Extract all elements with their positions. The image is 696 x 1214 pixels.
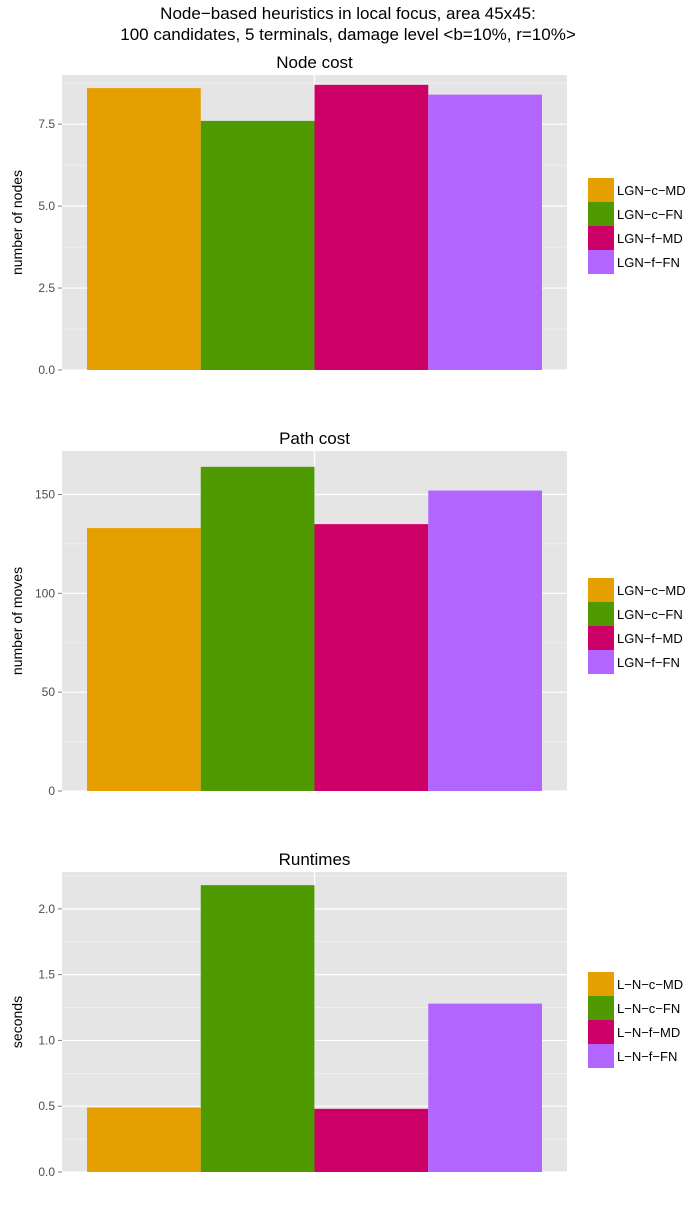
- legend: L−N−c−MD L−N−c−FN L−N−f−MD L−N−f−FN: [588, 972, 683, 1068]
- bar-1: [87, 88, 201, 370]
- legend-swatch-1: [588, 972, 614, 996]
- legend-swatch-3: [588, 1020, 614, 1044]
- y-axis-label: seconds: [9, 996, 25, 1048]
- bar-2: [200, 120, 315, 370]
- legend-label-1: L−N−c−MD: [617, 977, 683, 992]
- y-tick-label: 7.5: [38, 117, 55, 131]
- legend-label-2: LGN−c−FN: [617, 607, 683, 622]
- legend-swatch-1: [588, 578, 614, 602]
- legend-swatch-1: [588, 178, 614, 202]
- bar-3: [314, 84, 429, 370]
- y-tick-label: 0: [48, 784, 55, 798]
- legend-swatch-2: [588, 202, 614, 226]
- y-tick-label: 1.0: [38, 1033, 55, 1047]
- chart-panel-2: 0 50 100 150 Path cost number of moves LGN−c−M…: [9, 429, 686, 798]
- legend-label-4: L−N−f−FN: [617, 1049, 677, 1064]
- legend-label-1: LGN−c−MD: [617, 583, 686, 598]
- bar-1: [87, 1107, 201, 1172]
- bar-4: [428, 490, 542, 791]
- y-tick-label: 5.0: [38, 199, 55, 213]
- bar-4: [428, 1003, 542, 1172]
- y-tick-label: 0.0: [38, 363, 55, 377]
- chart-panel-1: 0.0 2.5 5.0 7.5 Node cost number of nodes LGN−…: [9, 53, 686, 377]
- legend-label-2: LGN−c−FN: [617, 207, 683, 222]
- y-tick-label: 0.5: [38, 1099, 55, 1113]
- legend-label-3: LGN−f−MD: [617, 231, 683, 246]
- legend-swatch-3: [588, 226, 614, 250]
- bar-4: [428, 94, 542, 371]
- legend-label-2: L−N−c−FN: [617, 1001, 680, 1016]
- y-tick-label: 2.5: [38, 281, 55, 295]
- y-axis-label: number of nodes: [9, 170, 25, 275]
- legend-label-1: LGN−c−MD: [617, 183, 686, 198]
- legend-label-4: LGN−f−FN: [617, 655, 680, 670]
- legend-label-3: LGN−f−MD: [617, 631, 683, 646]
- legend-swatch-2: [588, 996, 614, 1020]
- bar-2: [200, 885, 315, 1172]
- legend-label-3: L−N−f−MD: [617, 1025, 680, 1040]
- legend-swatch-4: [588, 250, 614, 274]
- bar-1: [87, 528, 201, 791]
- y-tick-label: 100: [35, 586, 55, 600]
- chart-title: Runtimes: [279, 850, 351, 869]
- figure-title-line-1: Node−based heuristics in local focus, ar…: [160, 4, 536, 23]
- chart-title: Path cost: [279, 429, 350, 448]
- bar-3: [314, 1108, 429, 1172]
- legend-swatch-2: [588, 602, 614, 626]
- y-tick-label: 0.0: [38, 1165, 55, 1179]
- bar-3: [314, 524, 429, 791]
- figure-title-line-2: 100 candidates, 5 terminals, damage leve…: [120, 25, 576, 44]
- y-tick-label: 2.0: [38, 902, 55, 916]
- bar-2: [200, 466, 315, 791]
- legend-swatch-4: [588, 1044, 614, 1068]
- chart-panel-3: 0.00.51.01.52.0RuntimessecondsL−N−c−MDL−…: [9, 850, 683, 1179]
- legend-swatch-4: [588, 650, 614, 674]
- legend: LGN−c−MD LGN−c−FN LGN−f−MD LGN−f−FN: [588, 578, 686, 674]
- legend-swatch-3: [588, 626, 614, 650]
- y-tick-label: 50: [42, 685, 56, 699]
- chart-title: Node cost: [276, 53, 353, 72]
- legend: LGN−c−MD LGN−c−FN LGN−f−MD LGN−f−FN: [588, 178, 686, 274]
- legend-label-4: LGN−f−FN: [617, 255, 680, 270]
- y-tick-label: 150: [35, 487, 55, 501]
- y-axis-label: number of moves: [9, 567, 25, 675]
- y-tick-label: 1.5: [38, 968, 55, 982]
